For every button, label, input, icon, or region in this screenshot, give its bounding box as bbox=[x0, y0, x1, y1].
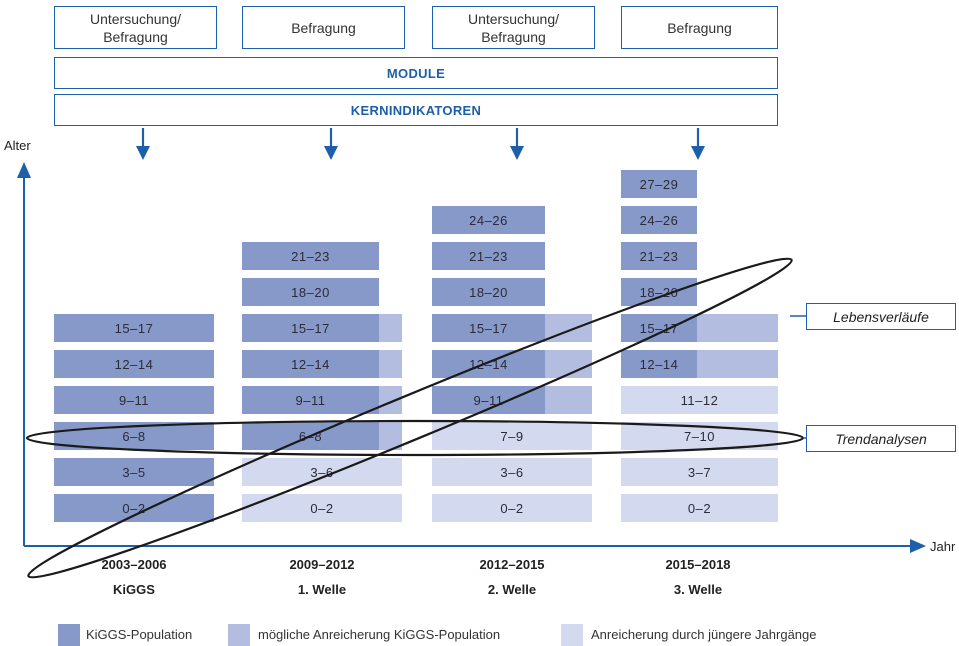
period-label-3: 2012–2015 bbox=[479, 557, 545, 572]
age-cell: 15–17 bbox=[432, 314, 545, 342]
legend-label-kiggs: KiGGS-Population bbox=[86, 627, 193, 642]
age-cell: 11–12 bbox=[621, 386, 778, 414]
age-cell: 21–23 bbox=[621, 242, 697, 270]
cell-extension bbox=[379, 422, 402, 450]
age-cell: 18–20 bbox=[621, 278, 697, 306]
top-box-3: Untersuchung/ Befragung bbox=[432, 6, 595, 49]
module-band: MODULE bbox=[54, 57, 778, 89]
age-cell: 0–2 bbox=[54, 494, 214, 522]
age-cell: 9–11 bbox=[242, 386, 379, 414]
wave-label-4: 3. Welle bbox=[673, 582, 723, 597]
kernindikatoren-band: KERNINDIKATOREN bbox=[54, 94, 778, 126]
age-cell: 0–2 bbox=[432, 494, 592, 522]
axes bbox=[17, 162, 926, 553]
age-cell: 3–5 bbox=[54, 458, 214, 486]
age-cell: 12–14 bbox=[54, 350, 214, 378]
wave-label-2: 1. Welle bbox=[297, 582, 347, 597]
cell-extension bbox=[697, 350, 778, 378]
age-cell: 18–20 bbox=[432, 278, 545, 306]
legend-swatch-kiggs bbox=[58, 624, 80, 646]
wave-label-1: KiGGS bbox=[113, 582, 155, 597]
age-cell: 3–6 bbox=[432, 458, 592, 486]
wave-label-3: 2. Welle bbox=[487, 582, 537, 597]
cell-extension bbox=[545, 386, 592, 414]
legend-label-possible: mögliche Anreicherung KiGGS-Population bbox=[258, 627, 501, 642]
age-cell: 3–7 bbox=[621, 458, 778, 486]
age-cell: 24–26 bbox=[621, 206, 697, 234]
cell-extension bbox=[379, 314, 402, 342]
age-cell: 9–11 bbox=[54, 386, 214, 414]
period-label-4: 2015–2018 bbox=[665, 557, 731, 572]
age-cell: 12–14 bbox=[432, 350, 545, 378]
age-cell: 15–17 bbox=[621, 314, 697, 342]
down-arrow-icons bbox=[136, 128, 705, 160]
lifecourse-ellipse bbox=[27, 257, 793, 579]
lebensverlaeufe-callout: Lebensverläufe bbox=[806, 303, 956, 330]
cell-extension bbox=[379, 386, 402, 414]
legend-swatch-possible bbox=[228, 624, 250, 646]
y-axis-label: Alter bbox=[4, 138, 31, 153]
age-cell: 24–26 bbox=[432, 206, 545, 234]
age-cell: 6–8 bbox=[54, 422, 214, 450]
legend-label-younger: Anreicherung durch jüngere Jahrgänge bbox=[591, 627, 817, 642]
top-box-2: Befragung bbox=[242, 6, 405, 49]
age-cell: 15–17 bbox=[242, 314, 379, 342]
period-label-1: 2003–2006 bbox=[101, 557, 167, 572]
age-cell: 15–17 bbox=[54, 314, 214, 342]
age-cell: 27–29 bbox=[621, 170, 697, 198]
age-cell: 21–23 bbox=[432, 242, 545, 270]
age-cell: 18–20 bbox=[242, 278, 379, 306]
top-box-4: Befragung bbox=[621, 6, 778, 49]
x-axis-label: Jahr bbox=[930, 539, 956, 554]
age-cell: 7–9 bbox=[432, 422, 592, 450]
age-cell: 12–14 bbox=[621, 350, 697, 378]
cell-extension bbox=[379, 350, 402, 378]
age-cell: 12–14 bbox=[242, 350, 379, 378]
top-box-1: Untersuchung/ Befragung bbox=[54, 6, 217, 49]
cell-extension bbox=[697, 314, 778, 342]
age-cell: 21–23 bbox=[242, 242, 379, 270]
period-label-2: 2009–2012 bbox=[289, 557, 355, 572]
age-cell: 0–2 bbox=[621, 494, 778, 522]
age-cell: 3–6 bbox=[242, 458, 402, 486]
legend-swatch-younger bbox=[561, 624, 583, 646]
trend-ellipse bbox=[25, 419, 805, 457]
trendanalysen-callout: Trendanalysen bbox=[806, 425, 956, 452]
